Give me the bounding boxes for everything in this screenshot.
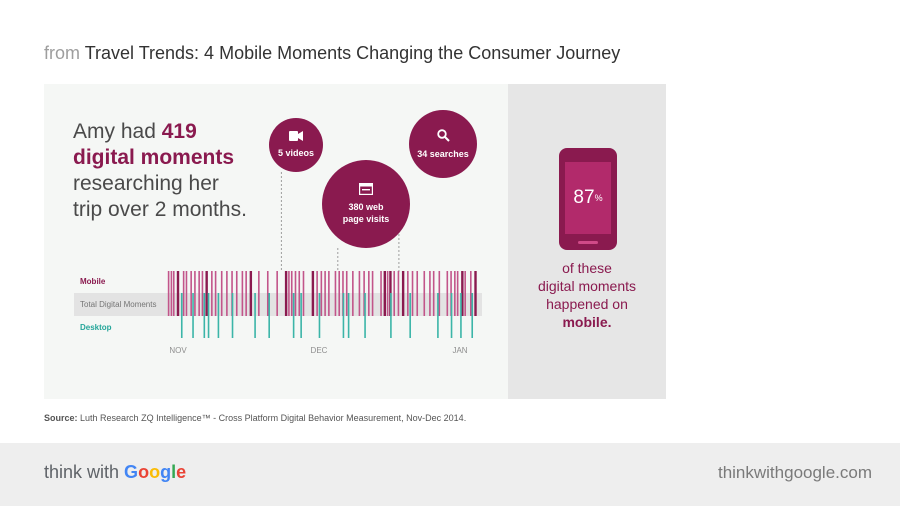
callout-searches-label: 34 searches (417, 148, 469, 159)
title-prefix: from (44, 43, 80, 63)
caption-bold: mobile. (562, 314, 612, 330)
mobile-percent-unit: % (594, 193, 603, 203)
callout-videos: 5 videos (269, 118, 323, 172)
headline-part2: digital moments (73, 146, 235, 169)
callout-videos-label: 5 videos (277, 148, 315, 158)
brand-prefix: think with (44, 462, 125, 482)
phone-screen: 87% (565, 162, 611, 234)
title-text: Travel Trends: 4 Mobile Moments Changing… (84, 43, 621, 63)
caption-line-2: digital moments (537, 278, 637, 294)
search-icon (436, 128, 450, 142)
headline-line3: researching her (73, 172, 219, 195)
video-camera-icon (289, 131, 303, 141)
caption-line-3: happened on (546, 296, 628, 312)
mobile-stat-caption: of these digital moments happened on mob… (508, 259, 666, 331)
month-label-jan: JAN (452, 346, 468, 355)
mobile-percent-value: 87 (573, 187, 595, 208)
headline-part1: Amy had (73, 120, 162, 143)
browser-window-icon (359, 183, 373, 195)
month-label-dec: DEC (310, 346, 328, 355)
source-text: Luth Research ZQ Intelligence™ - Cross P… (80, 413, 467, 423)
page-title: from Travel Trends: 4 Mobile Moments Cha… (44, 43, 620, 64)
think-with-google-logo: think with Google (44, 462, 187, 482)
callout-web-visits-line1: 380 web (348, 202, 384, 212)
callout-searches: 34 searches (409, 110, 477, 178)
mobile-row-label: Mobile (80, 277, 106, 286)
caption-line-1: of these (562, 260, 612, 276)
total-moments-band (74, 293, 482, 316)
headline-number: 419 (161, 120, 197, 143)
callout-web-visits: 380 web page visits (322, 160, 410, 248)
desktop-row-label: Desktop (80, 323, 112, 332)
phone-home-bar (578, 241, 598, 244)
footer-url: thinkwithgoogle.com (717, 463, 872, 482)
chart-headline: Amy had 419 digital moments researching … (73, 119, 247, 223)
headline-line4: trip over 2 months. (73, 198, 247, 221)
callout-web-visits-line2: page visits (342, 214, 390, 224)
source-note: Source: Luth Research ZQ Intelligence™ -… (44, 413, 466, 423)
month-label-nov: NOV (169, 346, 187, 355)
source-label: Source: (44, 413, 78, 423)
total-row-label: Total Digital Moments (80, 300, 157, 309)
smartphone-icon: 87% (559, 148, 617, 250)
footer-bar (0, 443, 900, 506)
